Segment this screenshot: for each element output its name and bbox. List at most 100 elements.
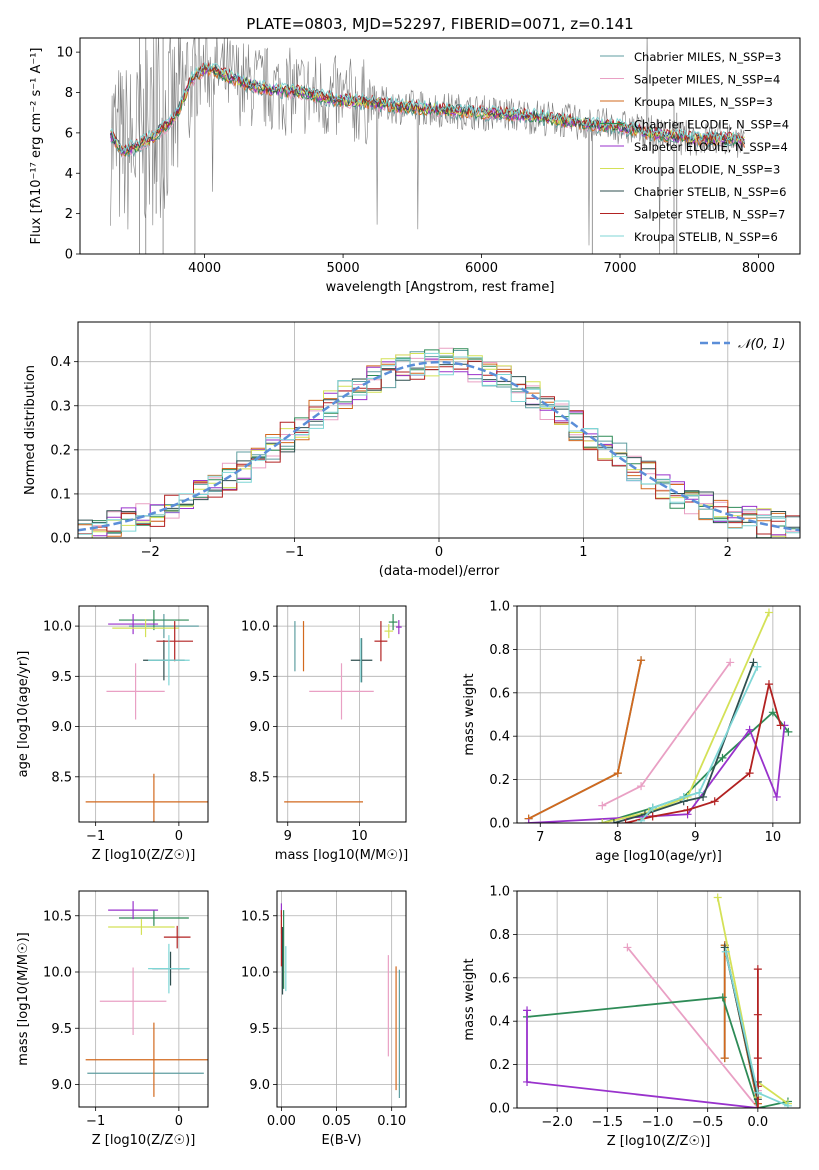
weight-marker [648, 803, 657, 812]
spectrum-legend: Chabrier MILES, N_SSP=3 Salpeter MILES, N… [600, 50, 789, 244]
x-tick-label: 8000 [742, 261, 775, 276]
weight-marker [721, 947, 730, 956]
weight-marker [720, 943, 729, 952]
weight-marker [713, 893, 722, 902]
errorbar-point-elodie-chabrier [388, 614, 398, 631]
y-tick-label: 10.0 [241, 620, 270, 635]
weight-series-miles-salpeter [598, 658, 735, 810]
x-tick-label: −0.5 [692, 1115, 724, 1130]
weight-marker [637, 656, 646, 665]
weight-series-miles-kroupa [524, 656, 646, 823]
errorbar-point-elodie-kroupa [384, 624, 394, 639]
legend-label: Salpeter MILES, N_SSP=4 [634, 73, 780, 87]
x-tick-label: 10 [765, 830, 782, 845]
chart-residuals: −2 −1 0 1 2 0.0 0.1 0.2 0.3 0.4 [50, 321, 801, 560]
legend-label: Kroupa ELODIE, N_SSP=3 [634, 163, 780, 177]
weight-marker [523, 1077, 532, 1086]
weight-marker [753, 1088, 762, 1097]
chart-weight-vs-age: 7 8 9 10 0.0 0.2 0.4 0.6 0.8 1.0 [489, 600, 801, 845]
axes-frame [78, 890, 209, 1108]
weight-marker [699, 792, 708, 801]
weight-marker [609, 819, 618, 823]
x-tick-label: 0.0 [748, 1115, 769, 1130]
weight-marker [637, 782, 646, 791]
plot-area-weight-vs-Z [523, 893, 792, 1108]
weight-marker [753, 1010, 762, 1019]
chart-mass-vs-Z: −1 0 9.0 9.5 10.0 10.5 [43, 890, 209, 1129]
weight-marker [784, 727, 793, 736]
weight-series-miles-chabrier [524, 656, 646, 823]
chart-mass-vs-EBV: 0.00 0.05 0.10 9.0 9.5 10.0 10.5 [241, 890, 407, 1129]
weight-marker [524, 819, 533, 823]
weight-marker [764, 680, 773, 689]
errorbar-point-stelib-salpeter [156, 621, 194, 662]
y-tick-label: 10.0 [43, 966, 72, 981]
y-tick-label: 0.4 [489, 1015, 510, 1030]
plot-area-residuals [78, 347, 800, 538]
weight-marker [695, 788, 704, 797]
x-tick-label: 0 [175, 1114, 183, 1129]
x-axis-label: wavelength [Angstrom, rest frame] [326, 280, 555, 295]
errorbar-point-miles-salpeter [309, 663, 374, 720]
x-tick-label: 9 [691, 830, 699, 845]
y-tick-label: 0.8 [489, 643, 510, 658]
weight-marker [753, 1104, 762, 1108]
x-tick-label: 6000 [465, 261, 498, 276]
x-tick-label: 0 [435, 545, 443, 560]
plot-area-weight-vs-age [524, 608, 793, 823]
y-tick-label: 10 [56, 46, 73, 61]
y-tick-label: 1.0 [489, 885, 510, 900]
y-tick-label: 0 [65, 248, 73, 263]
errorbar-point-elodie-salpeter [108, 614, 159, 635]
y-tick-label: 8.5 [51, 770, 72, 785]
plot-area-spectrum [110, 38, 746, 254]
y-axis-label: mass weight [462, 673, 477, 755]
axes-frame [77, 321, 801, 539]
y-tick-label: 9.5 [249, 670, 270, 685]
y-axis-label: mass weight [462, 958, 477, 1040]
x-tick-label: −1 [285, 545, 304, 560]
weight-marker [718, 753, 727, 762]
x-axis-label: Z [log10(Z/Z☉)] [92, 1133, 196, 1148]
weight-series-stelib-kroupa [637, 662, 762, 823]
x-tick-label: −2 [141, 545, 160, 560]
weight-marker [623, 943, 632, 952]
y-tick-label: 6 [65, 126, 73, 141]
weight-series-stelib-salpeter [621, 680, 785, 823]
y-tick-label: 9.0 [51, 720, 72, 735]
axes-frame [276, 890, 407, 1108]
errorbar-point-stelib-kroupa [148, 635, 190, 686]
weight-marker [783, 1101, 792, 1108]
weight-marker [718, 993, 727, 1002]
legend-label: Chabrier MILES, N_SSP=3 [634, 50, 781, 64]
y-tick-label: 10.5 [241, 909, 270, 924]
y-tick-label: 0.2 [50, 443, 71, 458]
weight-marker [745, 725, 754, 734]
legend-label: Salpeter ELODIE, N_SSP=4 [634, 140, 788, 154]
weight-marker [598, 801, 607, 810]
y-axis-label: Normed distribution [23, 365, 38, 495]
weight-marker [637, 816, 646, 823]
axes-frame [78, 605, 209, 823]
weight-marker [621, 819, 630, 823]
y-tick-label: 10.0 [241, 966, 270, 981]
errorbar-point-elodie-kroupa [108, 919, 175, 935]
axes-frame [79, 37, 801, 255]
plot-area-age-vs-mass [284, 614, 402, 803]
x-tick-label: −2.0 [541, 1115, 573, 1130]
weight-marker [720, 1054, 729, 1063]
legend-label: Chabrier ELODIE, N_SSP=4 [634, 118, 789, 132]
weight-marker [745, 769, 754, 778]
model-spectrum-stelib-kroupa [110, 62, 745, 154]
weight-marker [749, 658, 758, 667]
errorbar-point-elodie-salpeter [395, 620, 402, 635]
y-tick-label: 0.4 [50, 355, 71, 370]
plot-area-age-vs-Z [85, 610, 208, 822]
weight-marker [776, 721, 785, 730]
legend-label: 𝒩(0, 1) [738, 337, 785, 352]
x-axis-label: Z [log10(Z/Z☉)] [607, 1134, 711, 1149]
y-axis-label: mass [log10(M/M☉)] [16, 932, 31, 1065]
y-tick-label: 9.5 [249, 1022, 270, 1037]
errorbar-point-elodie-salpeter [108, 901, 159, 920]
